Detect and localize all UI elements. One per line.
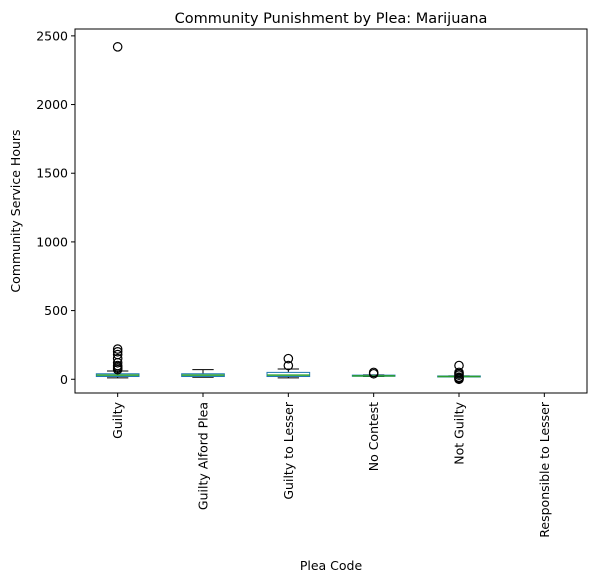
y-tick-label: 1500: [36, 166, 68, 181]
x-tick-label: Guilty: [110, 401, 125, 438]
x-tick-label: Responsible to Lesser: [537, 401, 552, 538]
x-tick-label: Guilty Alford Plea: [196, 402, 211, 510]
outlier-point: [454, 360, 464, 371]
x-tick-label: Guilty to Lesser: [281, 401, 296, 499]
outlier-point: [112, 346, 123, 357]
y-tick-label: 2000: [36, 97, 68, 112]
plot-frame: [74, 28, 588, 394]
outlier-point: [112, 360, 123, 371]
y-tick-label: 500: [44, 303, 68, 318]
outlier-point: [112, 344, 123, 354]
outlier-point: [112, 353, 123, 364]
y-tick-label: 1000: [36, 234, 68, 249]
y-tick-label: 2500: [36, 28, 68, 43]
x-tick-label: Not Guilty: [452, 401, 467, 464]
x-tick-label: No Contest: [366, 402, 381, 471]
outlier-point: [112, 42, 123, 52]
y-axis-label: Community Service Hours: [8, 129, 23, 292]
plot-area: 0 500 1000 1500 2000 2500 Guilty Guilty Alford …: [36, 28, 552, 537]
chart-title: Community Punishment by Plea: Marijuana: [175, 11, 488, 27]
outlier-point: [112, 349, 123, 360]
outlier-point: [283, 353, 294, 364]
outlier-point: [454, 367, 464, 378]
y-tick-label: 0: [60, 372, 68, 387]
outlier-point: [283, 360, 294, 371]
x-axis-label: Plea Code: [300, 558, 363, 573]
outlier-point: [368, 367, 379, 378]
